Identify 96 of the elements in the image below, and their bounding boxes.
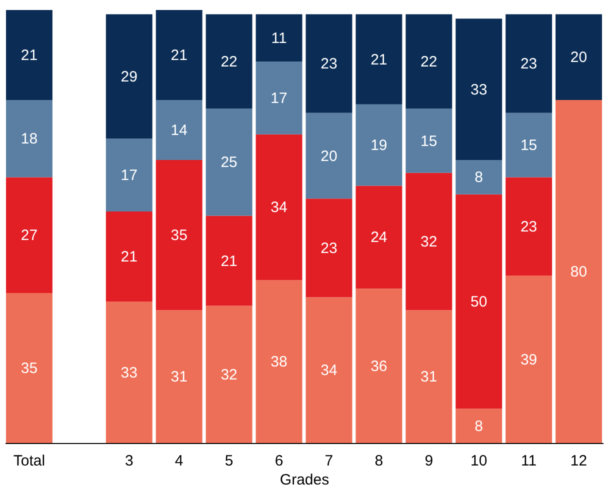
data-label: 23 — [520, 218, 538, 236]
x-tick-label: 5 — [224, 452, 234, 470]
bar — [256, 61, 302, 134]
x-tick-label: 12 — [570, 452, 588, 470]
data-label: 80 — [570, 264, 588, 281]
data-label: 25 — [220, 154, 238, 172]
bar — [406, 14, 452, 109]
bar — [156, 10, 202, 100]
x-tick-label: 10 — [470, 452, 488, 470]
bar — [456, 160, 502, 194]
data-label: 17 — [120, 167, 138, 184]
data-label: 29 — [120, 68, 138, 86]
data-label: 22 — [420, 53, 438, 70]
data-label: 33 — [120, 364, 138, 382]
bar — [356, 186, 402, 289]
data-label: 22 — [220, 53, 238, 70]
bar — [256, 280, 302, 443]
x-tick-label: 6 — [274, 452, 284, 470]
data-label: 11 — [271, 30, 287, 47]
bar — [506, 276, 552, 443]
data-label: 24 — [370, 229, 388, 246]
data-label: 23 — [320, 240, 338, 257]
data-label: 21 — [220, 252, 238, 270]
data-label: 15 — [520, 137, 538, 154]
bar — [156, 160, 202, 310]
bar — [106, 14, 152, 139]
x-axis-title: Grades — [280, 472, 330, 488]
data-label: 33 — [470, 81, 488, 98]
bar — [506, 112, 552, 178]
data-label: 19 — [370, 137, 388, 154]
bar — [206, 108, 252, 216]
data-label: 23 — [320, 56, 338, 73]
bar — [306, 198, 352, 298]
x-tick-label: 7 — [324, 452, 334, 470]
data-label: 8 — [474, 169, 484, 186]
bar — [106, 138, 152, 212]
data-label: 20 — [570, 49, 588, 66]
bar — [106, 302, 152, 443]
data-label: 27 — [20, 227, 38, 244]
bar — [6, 100, 52, 178]
bar — [456, 408, 502, 443]
bar — [106, 211, 152, 302]
data-label: 50 — [470, 294, 488, 311]
data-label: 34 — [320, 362, 338, 380]
data-label: 35 — [170, 227, 188, 244]
bar — [206, 216, 252, 306]
bar — [356, 104, 402, 186]
data-label: 36 — [370, 358, 388, 375]
bar — [6, 177, 52, 293]
bar — [6, 10, 52, 100]
data-label: 35 — [20, 360, 38, 377]
x-tick-label: 11 — [521, 452, 537, 470]
data-label: 8 — [474, 418, 484, 435]
bar — [406, 108, 452, 173]
bar — [206, 306, 252, 443]
x-tick-label: 3 — [124, 452, 134, 470]
data-label: 20 — [320, 148, 338, 165]
data-label: 14 — [170, 122, 188, 140]
x-tick-label: 4 — [174, 452, 184, 470]
data-label: 18 — [20, 130, 38, 148]
bar — [406, 172, 452, 310]
bar — [456, 18, 502, 160]
data-label: 21 — [120, 248, 138, 266]
bar — [206, 14, 252, 109]
bar — [306, 112, 352, 199]
x-tick-label: 8 — [374, 452, 384, 470]
bar — [506, 14, 552, 113]
bar — [256, 134, 302, 280]
data-label: 21 — [370, 51, 388, 68]
data-label: 38 — [270, 354, 288, 371]
bar — [6, 292, 52, 443]
bar — [256, 14, 302, 62]
data-label: 21 — [20, 47, 38, 64]
data-label: 34 — [270, 199, 288, 216]
data-label: 31 — [420, 368, 438, 386]
bar — [456, 194, 502, 409]
data-label: 39 — [520, 351, 538, 368]
bar — [156, 310, 202, 443]
x-tick-label: Total — [13, 452, 46, 470]
data-label: 32 — [420, 234, 438, 251]
bar — [406, 310, 452, 443]
bar — [306, 14, 352, 113]
data-label: 32 — [220, 366, 238, 384]
data-label: 23 — [520, 56, 538, 73]
bar — [356, 14, 402, 104]
bar — [306, 297, 352, 443]
bar — [556, 100, 602, 443]
bar — [556, 14, 602, 100]
x-tick-label: 9 — [424, 452, 434, 470]
data-label: 17 — [270, 90, 288, 107]
bar — [356, 288, 402, 443]
bar — [506, 177, 552, 276]
data-label: 31 — [170, 368, 188, 386]
data-label: 15 — [420, 132, 438, 150]
data-label: 21 — [170, 47, 188, 64]
bar — [156, 100, 202, 160]
